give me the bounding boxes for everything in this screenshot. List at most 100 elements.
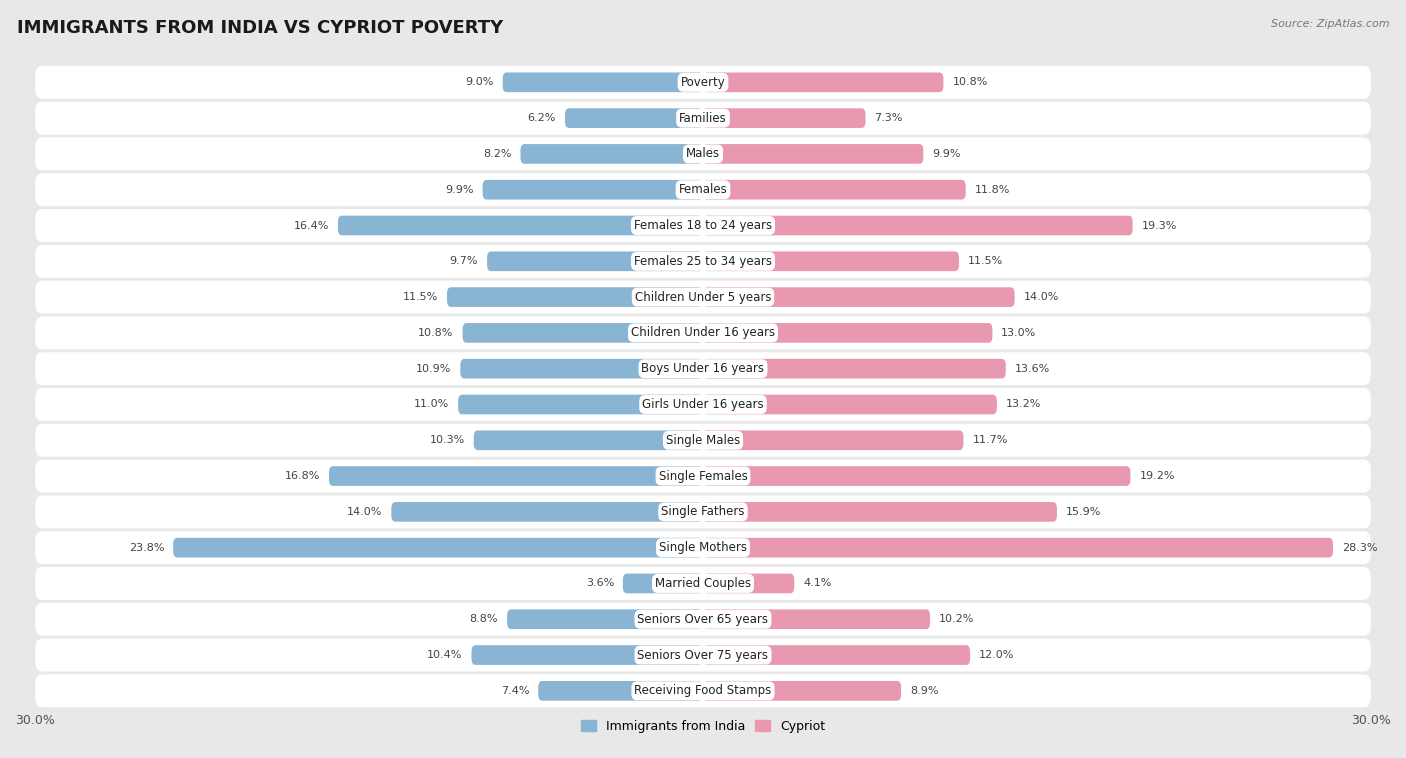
- Text: 11.8%: 11.8%: [974, 185, 1010, 195]
- FancyBboxPatch shape: [35, 675, 1371, 707]
- Text: 14.0%: 14.0%: [1024, 292, 1059, 302]
- FancyBboxPatch shape: [703, 287, 1015, 307]
- Text: 10.8%: 10.8%: [419, 328, 454, 338]
- Text: 9.0%: 9.0%: [465, 77, 494, 87]
- Text: Boys Under 16 years: Boys Under 16 years: [641, 362, 765, 375]
- FancyBboxPatch shape: [460, 359, 703, 378]
- FancyBboxPatch shape: [703, 609, 931, 629]
- Text: Seniors Over 65 years: Seniors Over 65 years: [637, 612, 769, 626]
- FancyBboxPatch shape: [329, 466, 703, 486]
- Text: Families: Families: [679, 111, 727, 124]
- FancyBboxPatch shape: [463, 323, 703, 343]
- FancyBboxPatch shape: [35, 280, 1371, 314]
- Text: 15.9%: 15.9%: [1066, 507, 1101, 517]
- FancyBboxPatch shape: [447, 287, 703, 307]
- FancyBboxPatch shape: [35, 102, 1371, 135]
- FancyBboxPatch shape: [35, 388, 1371, 421]
- FancyBboxPatch shape: [703, 144, 924, 164]
- FancyBboxPatch shape: [35, 137, 1371, 171]
- Text: Married Couples: Married Couples: [655, 577, 751, 590]
- Text: 7.3%: 7.3%: [875, 113, 903, 123]
- FancyBboxPatch shape: [173, 538, 703, 557]
- Text: Children Under 16 years: Children Under 16 years: [631, 327, 775, 340]
- FancyBboxPatch shape: [458, 395, 703, 415]
- Text: 9.9%: 9.9%: [932, 149, 960, 159]
- FancyBboxPatch shape: [703, 395, 997, 415]
- Text: 10.2%: 10.2%: [939, 614, 974, 625]
- Text: 4.1%: 4.1%: [803, 578, 831, 588]
- Text: Girls Under 16 years: Girls Under 16 years: [643, 398, 763, 411]
- FancyBboxPatch shape: [703, 108, 866, 128]
- Text: 14.0%: 14.0%: [347, 507, 382, 517]
- FancyBboxPatch shape: [520, 144, 703, 164]
- Text: 11.5%: 11.5%: [404, 292, 439, 302]
- Text: 9.7%: 9.7%: [450, 256, 478, 266]
- FancyBboxPatch shape: [703, 180, 966, 199]
- Text: Poverty: Poverty: [681, 76, 725, 89]
- FancyBboxPatch shape: [35, 603, 1371, 636]
- FancyBboxPatch shape: [703, 323, 993, 343]
- Text: Source: ZipAtlas.com: Source: ZipAtlas.com: [1271, 19, 1389, 29]
- Text: 11.7%: 11.7%: [973, 435, 1008, 445]
- Text: Single Males: Single Males: [666, 434, 740, 446]
- Text: 3.6%: 3.6%: [586, 578, 614, 588]
- Text: 8.2%: 8.2%: [484, 149, 512, 159]
- FancyBboxPatch shape: [703, 681, 901, 700]
- Text: 16.4%: 16.4%: [294, 221, 329, 230]
- Text: Females: Females: [679, 183, 727, 196]
- Text: 9.9%: 9.9%: [446, 185, 474, 195]
- Text: 10.4%: 10.4%: [427, 650, 463, 660]
- Text: Children Under 5 years: Children Under 5 years: [634, 290, 772, 304]
- FancyBboxPatch shape: [35, 352, 1371, 385]
- Text: 6.2%: 6.2%: [527, 113, 555, 123]
- FancyBboxPatch shape: [35, 424, 1371, 457]
- FancyBboxPatch shape: [35, 316, 1371, 349]
- FancyBboxPatch shape: [35, 245, 1371, 277]
- FancyBboxPatch shape: [538, 681, 703, 700]
- Text: 12.0%: 12.0%: [979, 650, 1014, 660]
- Text: 11.0%: 11.0%: [413, 399, 449, 409]
- Text: Females 25 to 34 years: Females 25 to 34 years: [634, 255, 772, 268]
- Text: 10.8%: 10.8%: [952, 77, 987, 87]
- Text: Seniors Over 75 years: Seniors Over 75 years: [637, 649, 769, 662]
- FancyBboxPatch shape: [482, 180, 703, 199]
- Text: IMMIGRANTS FROM INDIA VS CYPRIOT POVERTY: IMMIGRANTS FROM INDIA VS CYPRIOT POVERTY: [17, 19, 503, 37]
- Text: 8.9%: 8.9%: [910, 686, 939, 696]
- Text: Single Fathers: Single Fathers: [661, 506, 745, 518]
- FancyBboxPatch shape: [471, 645, 703, 665]
- Text: Males: Males: [686, 147, 720, 161]
- Legend: Immigrants from India, Cypriot: Immigrants from India, Cypriot: [575, 715, 831, 738]
- FancyBboxPatch shape: [703, 73, 943, 92]
- Text: 13.2%: 13.2%: [1005, 399, 1040, 409]
- Text: 23.8%: 23.8%: [129, 543, 165, 553]
- Text: 7.4%: 7.4%: [501, 686, 529, 696]
- Text: 8.8%: 8.8%: [470, 614, 498, 625]
- FancyBboxPatch shape: [391, 502, 703, 522]
- FancyBboxPatch shape: [35, 174, 1371, 206]
- FancyBboxPatch shape: [508, 609, 703, 629]
- FancyBboxPatch shape: [703, 538, 1333, 557]
- FancyBboxPatch shape: [703, 574, 794, 594]
- FancyBboxPatch shape: [565, 108, 703, 128]
- FancyBboxPatch shape: [474, 431, 703, 450]
- FancyBboxPatch shape: [503, 73, 703, 92]
- Text: 13.0%: 13.0%: [1001, 328, 1036, 338]
- Text: 11.5%: 11.5%: [967, 256, 1002, 266]
- Text: 10.3%: 10.3%: [430, 435, 465, 445]
- FancyBboxPatch shape: [703, 216, 1133, 235]
- FancyBboxPatch shape: [623, 574, 703, 594]
- FancyBboxPatch shape: [35, 496, 1371, 528]
- Text: 19.3%: 19.3%: [1142, 221, 1177, 230]
- FancyBboxPatch shape: [703, 431, 963, 450]
- Text: 10.9%: 10.9%: [416, 364, 451, 374]
- FancyBboxPatch shape: [703, 466, 1130, 486]
- Text: 16.8%: 16.8%: [285, 471, 321, 481]
- FancyBboxPatch shape: [703, 252, 959, 271]
- FancyBboxPatch shape: [486, 252, 703, 271]
- FancyBboxPatch shape: [35, 459, 1371, 493]
- Text: Single Mothers: Single Mothers: [659, 541, 747, 554]
- FancyBboxPatch shape: [703, 502, 1057, 522]
- FancyBboxPatch shape: [35, 209, 1371, 242]
- FancyBboxPatch shape: [337, 216, 703, 235]
- FancyBboxPatch shape: [35, 567, 1371, 600]
